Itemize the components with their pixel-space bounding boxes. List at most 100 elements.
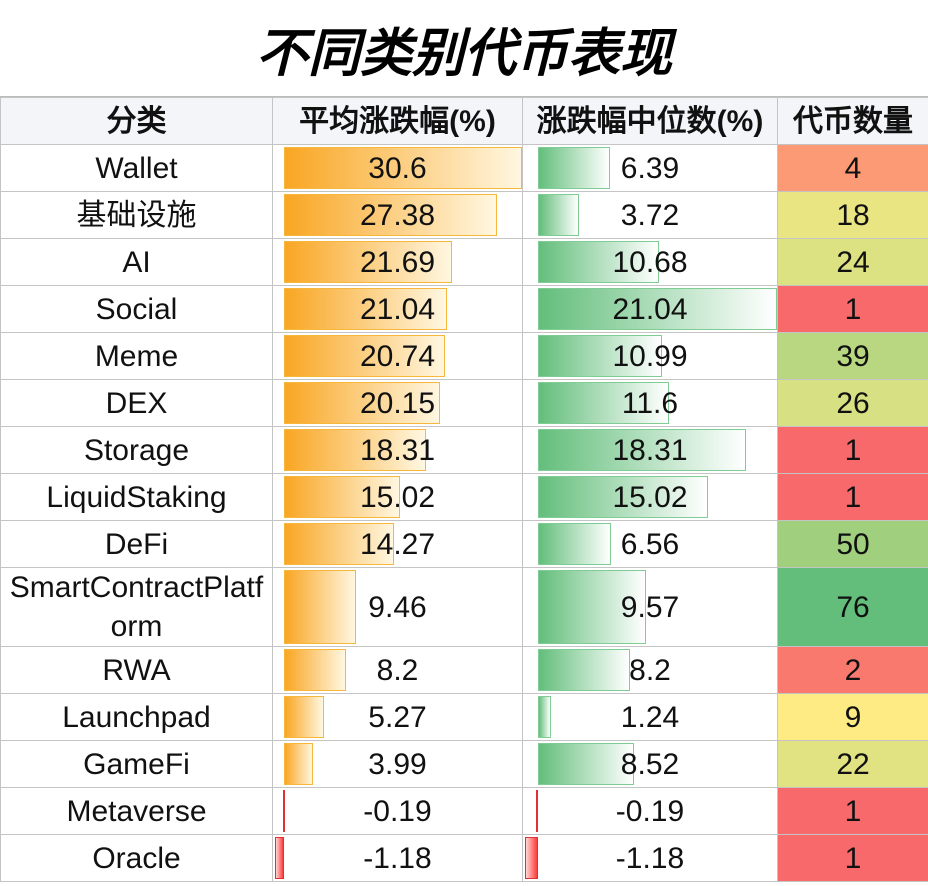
data-bar [284,523,395,565]
cell-value: 1 [844,480,862,514]
bar-cell: 21.04 [272,285,523,333]
bar-cell: 20.15 [272,379,523,427]
cell-value: 3.72 [620,198,680,232]
data-bar [538,570,646,644]
table-row: Metaverse -0.19 -0.19 1 [0,787,928,835]
bar-cell: 6.39 [522,144,778,192]
cell-value: 1 [844,841,862,875]
bar-cell: -1.18 [522,834,778,882]
data-bar [284,696,324,738]
bar-cell: -1.18 [272,834,523,882]
data-bar [284,241,453,283]
bar-cell: 10.99 [522,332,778,380]
cell-value: 10.99 [612,339,688,373]
table-row: LiquidStaking 15.02 15.02 1 [0,473,928,521]
category-name: Oracle [0,834,273,882]
cell-value: 22 [836,747,870,781]
data-bar [284,570,357,644]
column-header: 分类 [0,97,273,145]
cell-value: 1.24 [620,700,680,734]
token-count: 4 [777,144,928,192]
token-count: 1 [777,426,928,474]
bar-cell: 6.56 [522,520,778,568]
cell-value: 18.31 [612,433,688,467]
data-bar [284,288,448,330]
category-name: GameFi [0,740,273,788]
table-row: Meme 20.74 10.99 39 [0,332,928,380]
data-bar [284,147,522,189]
data-bar [538,241,659,283]
cell-value: 8.52 [620,747,680,781]
table-row: AI 21.69 10.68 24 [0,238,928,286]
cell-value: 27.38 [359,198,436,232]
cell-value: 3.99 [368,747,427,781]
data-bar [284,194,497,236]
header-row: 分类 平均涨跌幅(%) 涨跌幅中位数(%) 代币数量 [0,97,928,145]
cell-value: 6.39 [620,151,680,185]
bar-cell: 15.02 [272,473,523,521]
data-bar [284,649,347,691]
table-row: DeFi 14.27 6.56 50 [0,520,928,568]
token-count: 1 [777,285,928,333]
category-name: LiquidStaking [0,473,273,521]
token-count: 39 [777,332,928,380]
bar-cell: 15.02 [522,473,778,521]
bar-cell: 3.72 [522,191,778,239]
cell-value: 21.04 [612,292,688,326]
bar-cell: 8.2 [522,646,778,694]
cell-value: -0.19 [615,794,685,828]
cell-value: 9 [844,700,862,734]
token-count: 18 [777,191,928,239]
category-name: DeFi [0,520,273,568]
data-bar [538,649,631,691]
table-row: 基础设施 27.38 3.72 18 [0,191,928,239]
negative-data-bar [525,837,539,879]
bar-cell: 8.2 [272,646,523,694]
cell-value: 1 [844,433,862,467]
cell-value: 15.02 [359,480,436,514]
bar-cell: 9.46 [272,567,523,647]
table-row: RWA 8.2 8.2 2 [0,646,928,694]
data-bar [538,429,746,471]
bar-cell: 9.57 [522,567,778,647]
bar-cell: 20.74 [272,332,523,380]
bar-cell: 21.04 [522,285,778,333]
data-bar [284,476,400,518]
data-bar [538,288,777,330]
cell-value: 26 [836,386,870,420]
cell-value: -0.19 [363,794,432,828]
data-bar [538,382,670,424]
cell-value: 20.15 [359,386,436,420]
cell-value: 21.69 [359,245,436,279]
cell-value: -1.18 [363,841,432,875]
cell-value: 6.56 [620,527,680,561]
cell-value: 5.27 [368,700,427,734]
data-bar [284,743,314,785]
category-name: Social [0,285,273,333]
data-bar [284,382,441,424]
data-bar [538,476,709,518]
data-bar [284,335,445,377]
cell-value: 24 [836,245,870,279]
bar-cell: 1.24 [522,693,778,741]
cell-value: 8.2 [376,653,419,687]
cell-value: 2 [844,653,862,687]
cell-value: 39 [836,339,870,373]
column-header: 代币数量 [777,97,928,145]
token-count: 76 [777,567,928,647]
category-name: RWA [0,646,273,694]
data-bar [538,147,610,189]
category-name: 基础设施 [0,191,273,239]
bar-cell: -0.19 [522,787,778,835]
negative-data-bar [536,790,539,832]
token-count: 24 [777,238,928,286]
token-count: 1 [777,473,928,521]
table-row: Social 21.04 21.04 1 [0,285,928,333]
cell-value: 9.46 [368,590,427,624]
column-header: 涨跌幅中位数(%) [522,97,778,145]
negative-data-bar [282,790,285,832]
cell-value: 18 [836,198,870,232]
category-name: AI [0,238,273,286]
category-name: Meme [0,332,273,380]
data-bar [538,743,634,785]
